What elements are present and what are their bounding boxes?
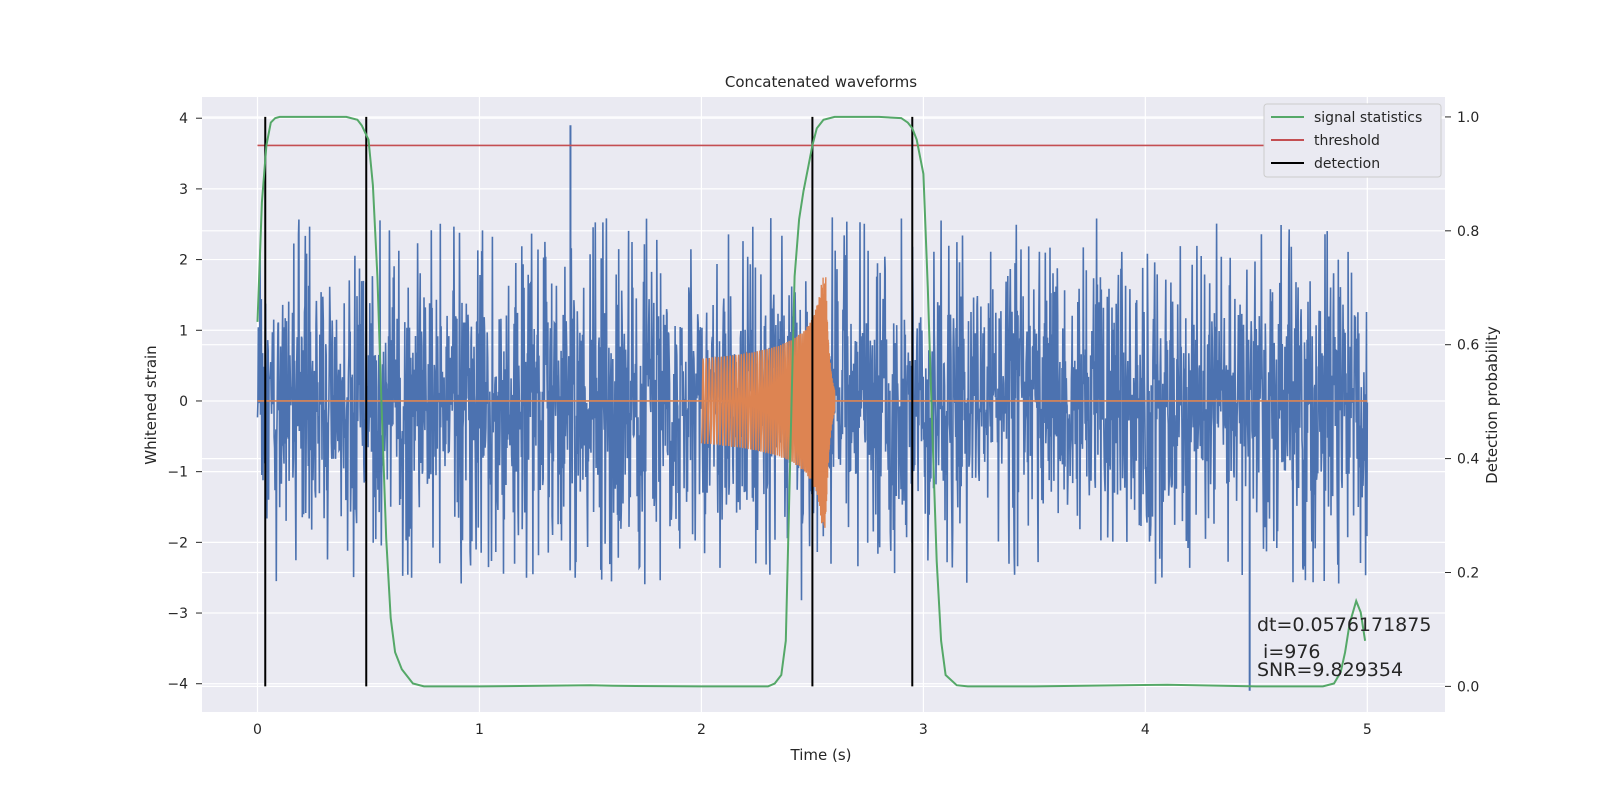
y-tick-label: −4 <box>167 677 188 693</box>
y-tick-label: −2 <box>167 535 188 551</box>
signal-statistics-series <box>256 115 1367 688</box>
y2-axis-label: Detection probability <box>1483 326 1501 484</box>
y-tick-label: −1 <box>167 465 188 481</box>
y2-tick-label: 0.0 <box>1457 679 1479 695</box>
legend-label-detection: detection <box>1314 156 1380 172</box>
x-axis-label: Time (s) <box>790 746 852 764</box>
legend-box <box>1263 103 1442 178</box>
signal-statistics-line <box>256 115 1367 688</box>
x-tick-label: 0 <box>253 722 262 738</box>
x-tick-label: 5 <box>1363 722 1372 738</box>
y-tick-label: 0 <box>179 394 188 410</box>
annotation-snr: SNR=9.829354 <box>1257 659 1403 681</box>
x-axis-ticks: 0 1 2 3 4 5 <box>253 722 1372 738</box>
y-axis-label: Whitened strain <box>142 345 160 464</box>
y-tick-label: −3 <box>167 606 188 622</box>
y2-axis-ticks: 0.0 0.2 0.4 0.6 0.8 1.0 <box>1445 110 1479 695</box>
y2-tick-label: 0.8 <box>1457 224 1479 240</box>
x-tick-label: 1 <box>475 722 484 738</box>
y-tick-label: 1 <box>179 323 188 339</box>
chart-title: Concatenated waveforms <box>725 73 917 91</box>
annotation-dt: dt=0.0576171875 <box>1257 614 1431 636</box>
legend-label-threshold: threshold <box>1314 133 1380 149</box>
y-tick-label: 3 <box>179 182 188 198</box>
y2-tick-label: 0.4 <box>1457 452 1479 468</box>
y2-tick-label: 0.2 <box>1457 565 1479 581</box>
x-tick-label: 2 <box>697 722 706 738</box>
y-tick-label: 4 <box>179 111 188 127</box>
template-chirp <box>700 277 836 528</box>
legend: signal statistics threshold detection <box>1263 103 1442 178</box>
annotation-index: i=976 <box>1257 641 1321 663</box>
legend-label-signal-statistics: signal statistics <box>1314 110 1422 126</box>
y2-tick-label: 0.6 <box>1457 338 1479 354</box>
snr-annotation: dt=0.0576171875 i=976 SNR=9.829354 <box>1257 614 1431 681</box>
y-axis-ticks: −4 −3 −2 −1 0 1 2 3 4 <box>167 111 202 693</box>
y2-tick-label: 1.0 <box>1457 110 1479 126</box>
x-tick-label: 4 <box>1141 722 1150 738</box>
y-tick-label: 2 <box>179 253 188 269</box>
x-tick-label: 3 <box>919 722 928 738</box>
detection-lines <box>264 116 914 687</box>
